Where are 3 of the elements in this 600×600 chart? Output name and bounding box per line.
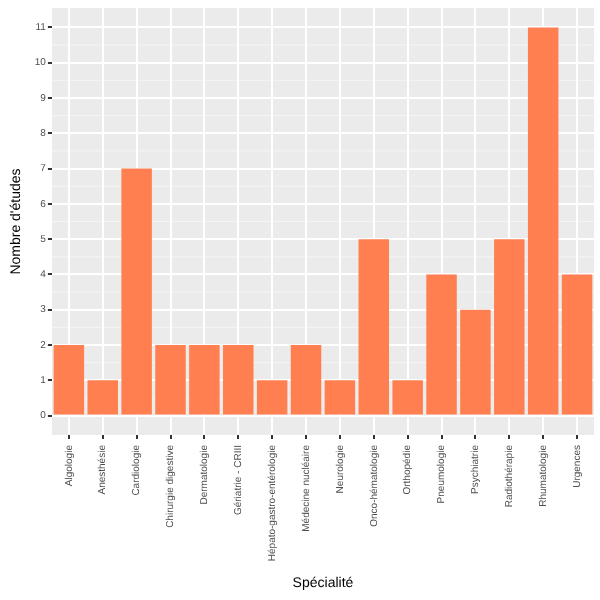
bar	[324, 380, 356, 415]
bar	[290, 345, 322, 415]
bar	[561, 274, 593, 415]
